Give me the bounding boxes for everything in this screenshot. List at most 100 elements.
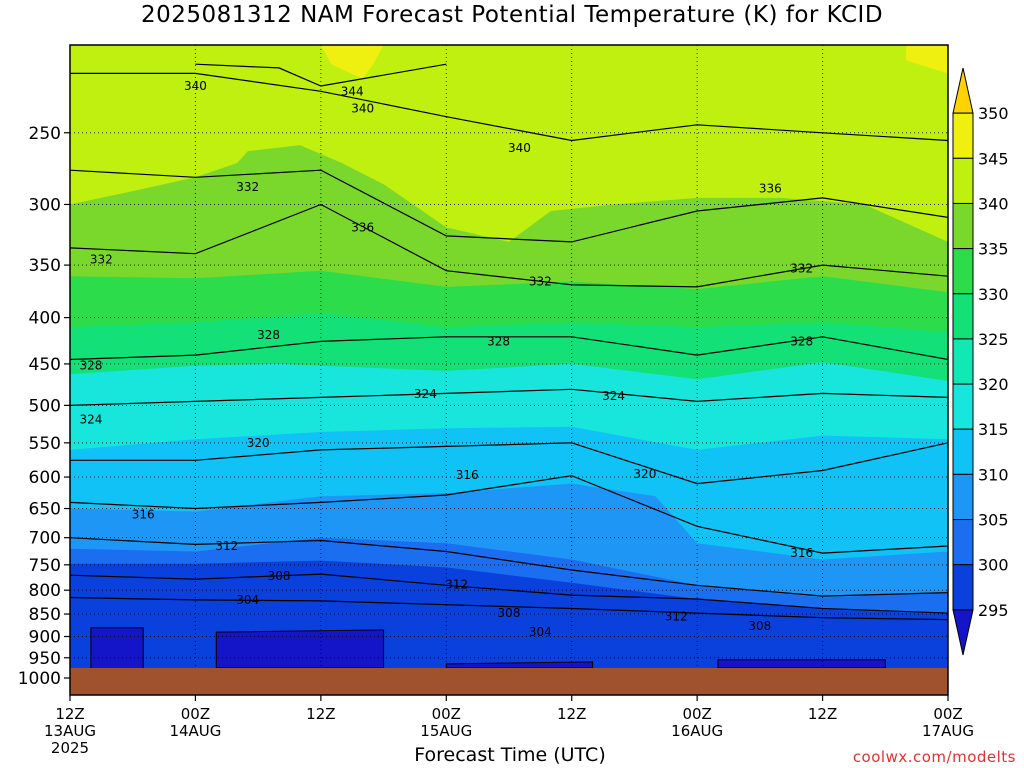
y-tick-label: 300 — [29, 195, 61, 215]
colorbar-label: 340 — [978, 194, 1009, 213]
contour-304 — [70, 596, 948, 621]
contour-label: 328 — [257, 328, 280, 342]
y-axis: 250 300 350 400 450 500 550 600 650 700 750 800 850 9… — [18, 124, 70, 689]
contour-label: 340 — [508, 141, 531, 155]
y-tick-label: 650 — [29, 500, 61, 520]
colorbar-label: 315 — [978, 420, 1009, 439]
contour-label: 332 — [90, 252, 113, 266]
y-tick-label: 550 — [29, 434, 61, 454]
colorbar-label: 310 — [978, 465, 1009, 484]
contour-label: 308 — [748, 619, 771, 633]
colorbar-label: 350 — [978, 104, 1009, 123]
contour-label-layer: 340 344 340 340 336 332 336 332 332 332 328 328 328 3… — [79, 79, 813, 639]
x-tick-label: 2025 — [51, 739, 89, 757]
contour-label: 328 — [79, 359, 102, 373]
plot-frame — [69, 44, 949, 696]
colorbar-swatch — [952, 157, 974, 204]
contour-332 — [70, 203, 948, 288]
fill-band-patch — [90, 627, 144, 671]
contour-308 — [70, 573, 948, 614]
fill-band-patch — [717, 659, 886, 669]
y-tick-label: 500 — [29, 396, 61, 416]
contour-label: 336 — [759, 181, 782, 195]
x-tick-label: 16AUG — [671, 722, 723, 740]
contour-label: 316 — [790, 546, 813, 560]
contour-label: 324 — [414, 387, 437, 401]
colorbar-swatch — [952, 428, 974, 475]
x-tick-label: 00Z — [682, 705, 711, 723]
contour-label: 336 — [351, 220, 374, 234]
contour-label: 332 — [790, 261, 813, 275]
contour-316 — [70, 475, 948, 554]
y-tick-label: 800 — [29, 581, 61, 601]
fill-band-top — [70, 45, 384, 79]
x-tick-label: 12Z — [557, 705, 586, 723]
x-axis-title: Forecast Time (UTC) — [414, 744, 606, 766]
colorbar-cap-bottom — [952, 609, 974, 656]
colorbar-label: 330 — [978, 285, 1009, 304]
colorbar-label: 325 — [978, 330, 1009, 349]
y-tick-label: 950 — [29, 649, 61, 669]
y-tick-label: 750 — [29, 556, 61, 576]
colorbar-swatch — [952, 473, 974, 521]
colorbar-swatch — [952, 519, 974, 566]
colorbar-swatch — [952, 248, 974, 295]
x-tick-label: 12Z — [55, 705, 84, 723]
contour-layer — [70, 63, 948, 621]
colorbar-swatch — [952, 564, 974, 611]
plot-area: 340 344 340 340 336 332 336 332 332 332 328 328 328 3… — [69, 44, 949, 696]
contour-label: 340 — [184, 79, 207, 93]
colorbar-swatch — [952, 293, 974, 340]
ground-surface — [70, 668, 948, 695]
colorbar-label: 300 — [978, 556, 1009, 575]
x-tick-label: 15AUG — [420, 722, 472, 740]
y-tick-label: 900 — [29, 628, 61, 648]
x-tick-label: 00Z — [181, 705, 210, 723]
contour-label: 324 — [79, 412, 102, 426]
colorbar-swatch — [952, 202, 974, 250]
y-tick-label: 600 — [29, 468, 61, 488]
contour-340 — [70, 72, 948, 142]
y-tick-label: 700 — [29, 529, 61, 549]
contour-label: 324 — [602, 389, 625, 403]
contour-312 — [70, 537, 948, 597]
fill-layer — [70, 45, 948, 671]
contour-label: 308 — [268, 569, 291, 583]
fill-band-patch — [215, 629, 385, 669]
contour-328 — [70, 336, 948, 361]
colorbar-swatch — [952, 112, 974, 159]
x-tick-label: 13AUG — [44, 722, 96, 740]
x-tick-label: 00Z — [432, 705, 461, 723]
y-tick-label: 450 — [29, 355, 61, 375]
x-tick-label: 00Z — [933, 705, 962, 723]
contour-label: 328 — [487, 334, 510, 348]
contour-label: 316 — [456, 468, 479, 482]
colorbar: 350 345 340 335 330 325 320 315 310 305 300 295 — [952, 67, 1009, 656]
contour-label: 332 — [236, 180, 259, 194]
contour-label: 328 — [790, 334, 813, 348]
y-tick-label: 250 — [29, 124, 61, 144]
fill-band — [70, 45, 948, 242]
contour-label: 320 — [633, 467, 656, 481]
contour-320 — [70, 442, 948, 485]
colorbar-swatch — [952, 338, 974, 385]
colorbar-cap-top — [952, 67, 974, 114]
contour-324 — [70, 388, 948, 406]
x-tick-label: 17AUG — [922, 722, 974, 740]
y-tick-label: 350 — [29, 256, 61, 276]
contour-label: 304 — [236, 593, 259, 607]
contour-label: 320 — [247, 436, 270, 450]
y-tick-label: 1000 — [18, 669, 61, 689]
contour-344 — [195, 63, 447, 87]
y-tick-label: 400 — [29, 309, 61, 329]
contour-label: 332 — [529, 275, 552, 289]
colorbar-label: 335 — [978, 240, 1009, 259]
credit-link[interactable]: coolwx.com/modelts — [852, 748, 1016, 766]
contour-label: 340 — [351, 101, 374, 115]
contour-label: 316 — [132, 508, 155, 522]
contour-label: 304 — [529, 625, 552, 639]
x-tick-label: 12Z — [808, 705, 837, 723]
fill-band-top — [906, 45, 948, 74]
